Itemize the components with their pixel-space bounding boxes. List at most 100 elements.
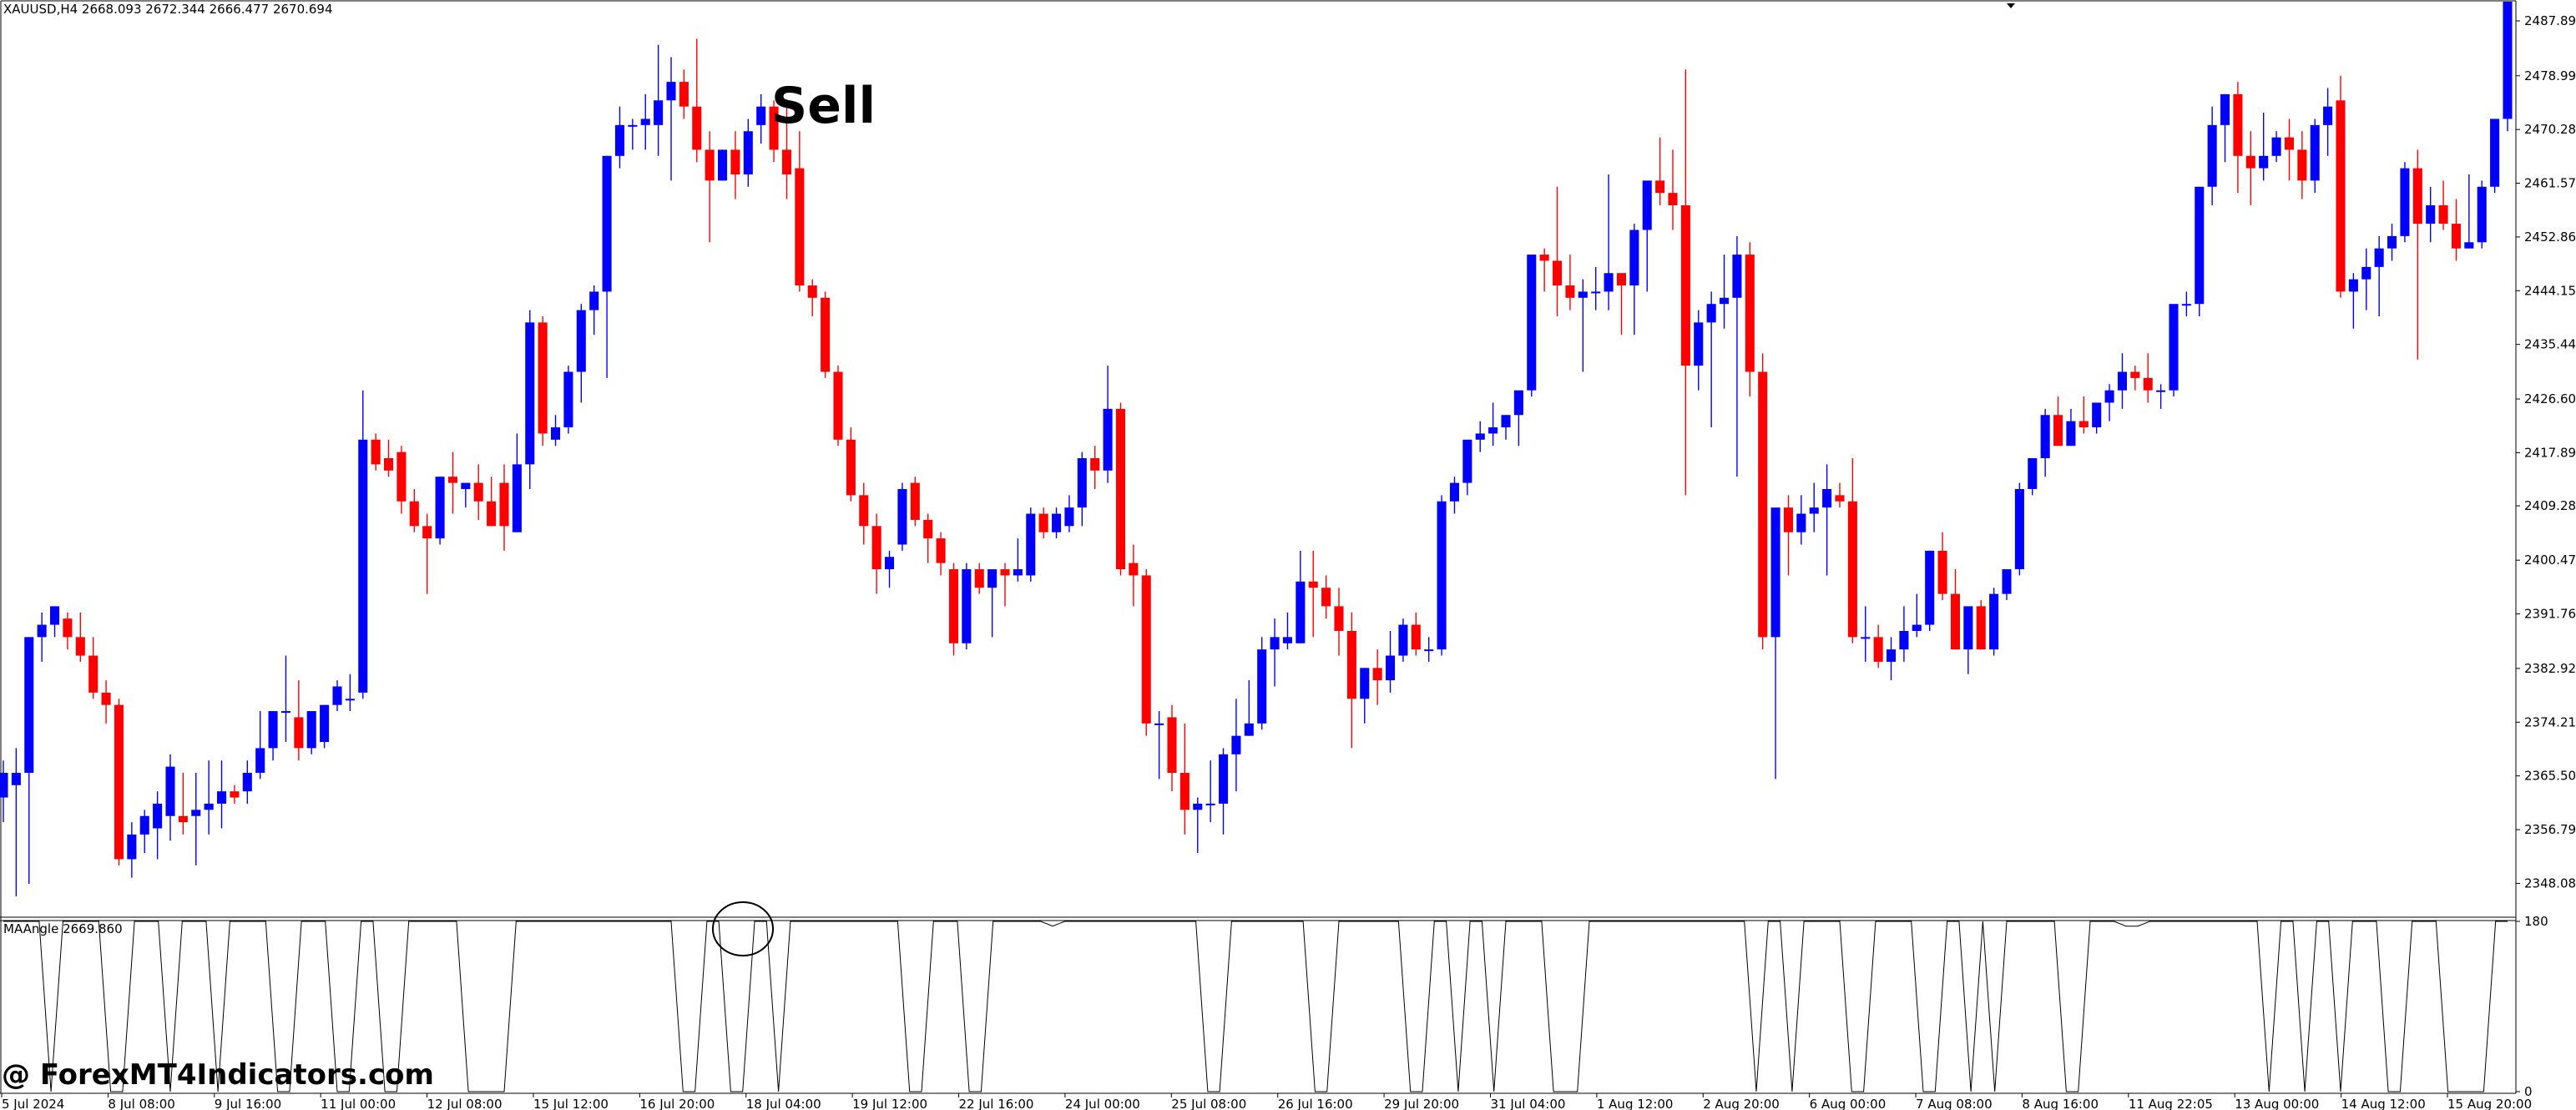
candle-body <box>1115 408 1125 570</box>
candle <box>50 606 60 638</box>
candle <box>614 106 624 169</box>
candle-body <box>1694 322 1704 366</box>
candle-body <box>1077 458 1087 508</box>
candle <box>1308 550 1318 638</box>
candle-body <box>1527 255 1537 391</box>
candle-body <box>1912 624 1922 631</box>
candle-body <box>371 439 381 465</box>
candle <box>551 415 561 447</box>
time-tick-label: 11 Aug 22:05 <box>2129 1097 2213 1110</box>
candle-body <box>1090 458 1100 471</box>
candle <box>1449 477 1459 514</box>
candle <box>1873 624 1883 669</box>
candle-body <box>563 371 573 428</box>
candle <box>280 655 290 743</box>
candle-body <box>833 371 843 440</box>
candle <box>1038 507 1048 539</box>
candle-body <box>1976 606 1986 650</box>
candle-body <box>1668 193 1678 205</box>
candle <box>679 69 689 119</box>
candle-body <box>1937 550 1947 594</box>
indicator-label: MAAngle 2669.860 <box>3 921 123 936</box>
candle-body <box>447 477 457 483</box>
time-tick-label: 1 Aug 12:00 <box>1597 1097 1674 1110</box>
watermark-text: @ ForexMT4Indicators.com <box>2 1058 434 1092</box>
candle-body <box>2490 119 2500 187</box>
candlestick-series <box>0 2 2513 896</box>
candle <box>2438 180 2448 230</box>
chart-shift-marker[interactable] <box>2007 3 2015 8</box>
candle <box>371 433 381 471</box>
candle-body <box>487 501 497 527</box>
candle-body <box>1167 717 1177 773</box>
candle <box>332 680 342 712</box>
candle-body <box>1321 588 1331 607</box>
candle <box>576 304 586 403</box>
signal-highlight-circle <box>712 901 774 956</box>
candle-body <box>165 766 175 816</box>
price-tick-label: 2417.890 <box>2524 445 2576 460</box>
maangle-indicator-line <box>3 921 2508 1092</box>
candle <box>242 760 252 804</box>
candle-body <box>1334 606 1344 631</box>
candle-body <box>885 557 895 570</box>
candle <box>1591 266 1601 310</box>
candle <box>1950 569 1960 650</box>
candle-body <box>2374 248 2384 267</box>
candle-body <box>63 618 73 638</box>
time-tick-label: 31 Jul 04:00 <box>1490 1097 1565 1110</box>
candle <box>1578 279 1588 372</box>
time-tick-label: 15 Jul 12:00 <box>533 1097 609 1110</box>
candle <box>2233 82 2243 194</box>
candle <box>2245 131 2255 205</box>
candle <box>2464 174 2474 249</box>
candle-body <box>1308 581 1318 588</box>
candle-body <box>628 124 638 127</box>
candle <box>1937 532 1947 601</box>
candle <box>897 482 907 551</box>
candle <box>795 131 805 292</box>
candle-body <box>1154 723 1164 725</box>
candle-body <box>1205 803 1215 805</box>
symbol-info-header: XAUUSD,H4 2668.093 2672.344 2666.477 267… <box>3 2 333 17</box>
indicator-tick-label: 0 <box>2524 1084 2533 1099</box>
candle-body <box>1539 255 1549 261</box>
candle <box>11 748 21 896</box>
candle <box>153 791 163 860</box>
price-tick-label: 2452.860 <box>2524 230 2576 245</box>
candle-body <box>88 655 98 693</box>
candle <box>807 279 817 316</box>
candle <box>2503 2 2513 132</box>
candle <box>1720 255 1730 329</box>
candle <box>1553 186 1563 316</box>
price-tick-label: 2391.760 <box>2524 607 2576 622</box>
candle-body <box>1386 655 1396 681</box>
candle <box>2323 88 2333 156</box>
time-tick-label: 13 Aug 00:00 <box>2235 1097 2319 1110</box>
candle-body <box>1925 550 1935 625</box>
candle-body <box>602 155 612 292</box>
candle-body <box>1103 408 1113 471</box>
candle <box>602 155 612 378</box>
candle-body <box>2412 168 2422 225</box>
candle-body <box>1553 260 1563 286</box>
candle-body <box>1372 668 1382 681</box>
candle <box>1462 439 1472 496</box>
candle <box>1103 366 1113 483</box>
candle-body <box>1026 513 1036 576</box>
candle <box>654 44 664 156</box>
candle <box>1565 255 1575 310</box>
candle <box>2490 119 2500 194</box>
candle-body <box>358 439 368 693</box>
candle <box>255 711 265 780</box>
candle-body <box>2156 390 2166 392</box>
candle <box>1282 612 1292 650</box>
time-tick-label: 7 Aug 08:00 <box>1916 1097 1993 1110</box>
candle-body <box>2002 569 2012 594</box>
candle <box>871 513 881 594</box>
candle <box>2297 131 2307 199</box>
candle-body <box>1064 507 1074 527</box>
candle <box>2400 162 2410 243</box>
candle-body <box>589 291 599 310</box>
